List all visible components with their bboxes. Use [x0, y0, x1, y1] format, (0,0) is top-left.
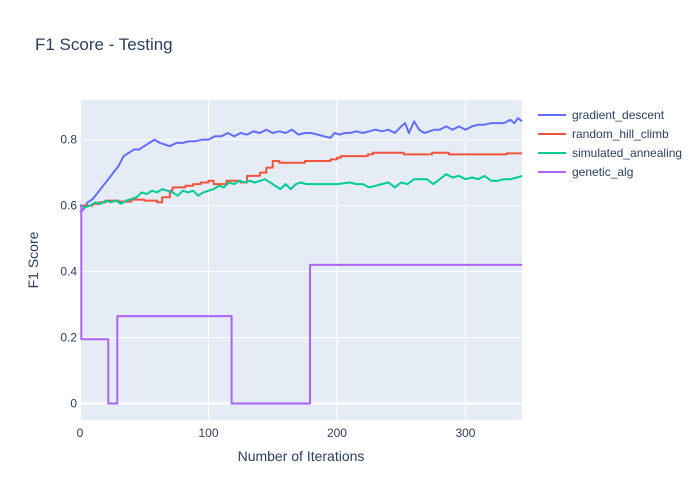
legend-label: simulated_annealing [572, 146, 682, 160]
chart-title: F1 Score - Testing [35, 35, 173, 54]
y-tick-label: 0 [70, 397, 77, 411]
legend-item[interactable]: gradient_descent [538, 108, 665, 122]
legend-label: random_hill_climb [572, 127, 669, 141]
y-tick-label: 0.8 [60, 133, 77, 147]
plot-area [80, 100, 522, 420]
tick-labels: 0 100 200 300 0 0.2 0.4 0.6 0.8 [60, 133, 475, 440]
x-tick-label: 300 [455, 426, 475, 440]
y-axis-title: F1 Score [25, 231, 41, 288]
legend-label: genetic_alg [572, 165, 633, 179]
legend-item[interactable]: random_hill_climb [538, 127, 669, 141]
x-tick-label: 200 [327, 426, 347, 440]
series-line-gradient-descent [79, 117, 523, 213]
y-tick-label: 0.4 [60, 265, 77, 279]
series-line-simulated-annealing [79, 173, 523, 209]
legend: gradient_descent random_hill_climbsimulat… [538, 108, 682, 179]
legend-item[interactable]: simulated_annealing [538, 146, 682, 160]
y-tick-label: 0.6 [60, 199, 77, 213]
series-line-genetic-alg [80, 204, 522, 405]
x-axis-title: Number of Iterations [238, 448, 365, 464]
y-tick-label: 0.2 [60, 331, 77, 345]
x-tick-label: 0 [77, 426, 84, 440]
x-tick-label: 100 [198, 426, 218, 440]
series-line-random-hill-climb [80, 151, 522, 207]
legend-item[interactable]: genetic_alg [538, 165, 633, 179]
series-layer [79, 117, 523, 405]
legend-label: gradient_descent [572, 108, 665, 122]
